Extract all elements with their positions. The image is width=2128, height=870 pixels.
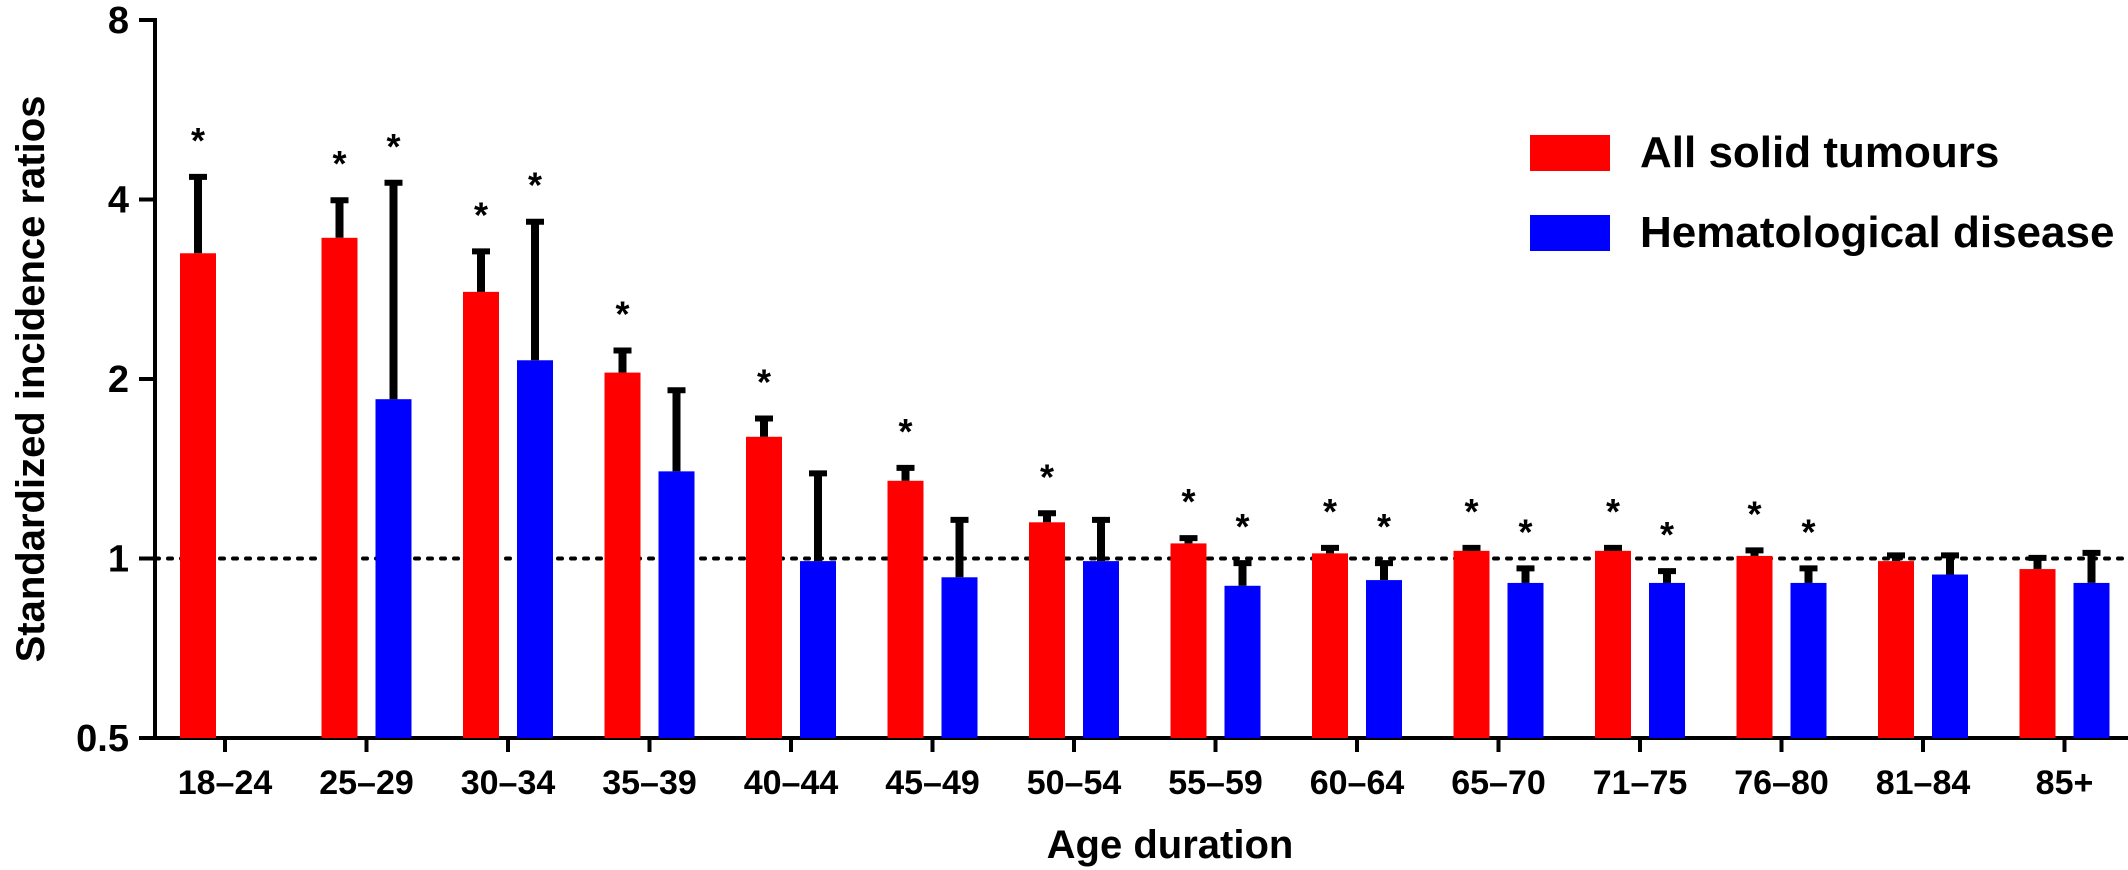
significance-star: * [615,293,629,334]
significance-star: * [1377,506,1391,547]
x-tick-label: 55–59 [1168,764,1263,802]
significance-star: * [474,194,488,235]
legend-swatch-0 [1530,135,1610,171]
bar-series-1-6 [1083,561,1119,738]
bar-series-1-8 [1366,580,1402,738]
x-tick-label: 25–29 [319,764,414,802]
bar-series-0-12 [1878,561,1914,738]
significance-star: * [1464,491,1478,532]
y-tick-label: 2 [108,359,129,401]
y-axis: 0.5 1 2 4 8 [76,0,155,760]
bar-series-1-1 [376,399,412,738]
significance-star: * [757,362,771,403]
legend: All solid tumours Hematological disease [1530,128,2114,257]
bar-series-0-5 [888,481,924,738]
bar-series-1-11 [1791,583,1827,738]
bar-series-0-0 [180,253,216,738]
y-axis-title: Standardized incidence ratios [9,96,53,663]
y-tick-label: 4 [108,180,129,222]
significance-star: * [1518,511,1532,552]
x-tick-label: 50–54 [1027,764,1122,802]
significance-star: * [332,143,346,184]
bar-series-1-12 [1932,575,1968,738]
x-tick-label: 35–39 [602,764,697,802]
bar-series-1-9 [1508,583,1544,738]
bar-series-1-10 [1649,583,1685,738]
x-tick-label: 81–84 [1876,764,1971,802]
bar-series-1-3 [659,471,695,738]
bar-series-0-11 [1737,556,1773,738]
significance-star: * [1747,493,1761,534]
significance-star: * [386,126,400,167]
bar-series-0-13 [2020,569,2056,738]
bar-series-0-3 [605,373,641,738]
bar-series-0-6 [1029,522,1065,738]
x-tick-label: 18–24 [178,764,273,802]
bar-series-0-10 [1595,551,1631,738]
bar-series-0-4 [746,437,782,738]
x-tick-label: 76–80 [1734,764,1829,802]
significance-star: * [1181,481,1195,522]
x-tick-label: 85+ [2036,764,2094,802]
x-axis: 18–24 25–29 30–34 35–39 40–44 45–49 50–54 55–59… [155,738,2128,802]
x-tick-label: 65–70 [1451,764,1546,802]
bar-series-1-13 [2074,583,2110,738]
legend-label-0: All solid tumours [1640,128,1999,177]
significance-star: * [1606,491,1620,532]
bar-series-0-1 [322,238,358,738]
significance-star: * [1235,506,1249,547]
bar-series-0-2 [463,292,499,738]
legend-swatch-1 [1530,215,1610,251]
bar-series-1-4 [800,561,836,738]
significance-star: * [528,165,542,206]
significance-star: * [898,411,912,452]
significance-star: * [1323,491,1337,532]
x-tick-label: 30–34 [461,764,556,802]
bar-series-0-9 [1454,551,1490,738]
bar-series-1-5 [942,577,978,738]
significance-star: * [191,120,205,161]
y-tick-label: 1 [108,539,129,581]
significance-star: * [1660,514,1674,555]
legend-label-1: Hematological disease [1640,208,2114,257]
bar-series-0-7 [1171,543,1207,738]
y-tick-label: 8 [108,0,129,42]
significance-star: * [1801,511,1815,552]
x-tick-label: 45–49 [885,764,980,802]
x-tick-label: 40–44 [744,764,839,802]
bar-series-1-7 [1225,586,1261,738]
bar-series-1-2 [517,360,553,738]
y-tick-label: 0.5 [76,718,129,760]
chart: 0.5 1 2 4 8 18–24 25–29 30–34 35–39 40–44 45–49 50… [0,0,2128,870]
bar-series-0-8 [1312,553,1348,738]
x-tick-label: 71–75 [1593,764,1688,802]
x-tick-label: 60–64 [1310,764,1405,802]
x-axis-title: Age duration [1047,823,1294,867]
significance-star: * [1040,456,1054,497]
